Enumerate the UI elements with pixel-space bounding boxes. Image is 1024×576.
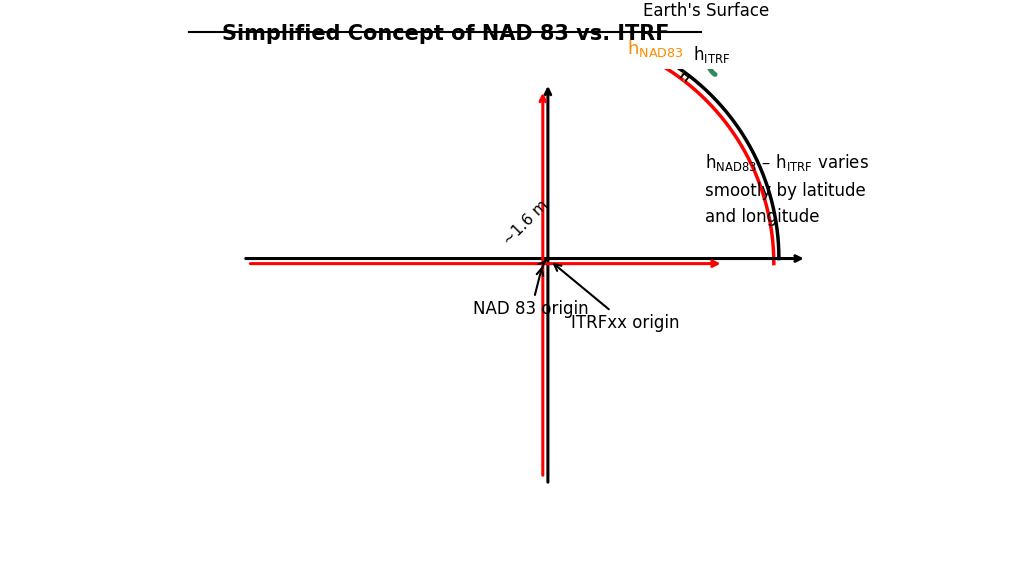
Text: Simplified Concept of NAD 83 vs. ITRF: Simplified Concept of NAD 83 vs. ITRF [221,24,670,44]
Text: Earth's Surface: Earth's Surface [643,2,769,20]
Text: h$_{\mathregular{NAD83}}$: h$_{\mathregular{NAD83}}$ [627,38,683,59]
Text: h$_{\mathregular{NAD83}}$ – h$_{\mathregular{ITRF}}$ varies
smootly by latitude
: h$_{\mathregular{NAD83}}$ – h$_{\mathreg… [705,152,869,226]
Text: h$_{\mathregular{ITRF}}$: h$_{\mathregular{ITRF}}$ [693,44,731,65]
Text: NAD 83 origin: NAD 83 origin [473,268,589,319]
Text: ~1.6 m: ~1.6 m [501,198,551,248]
Text: ITRFxx origin: ITRFxx origin [554,264,680,332]
